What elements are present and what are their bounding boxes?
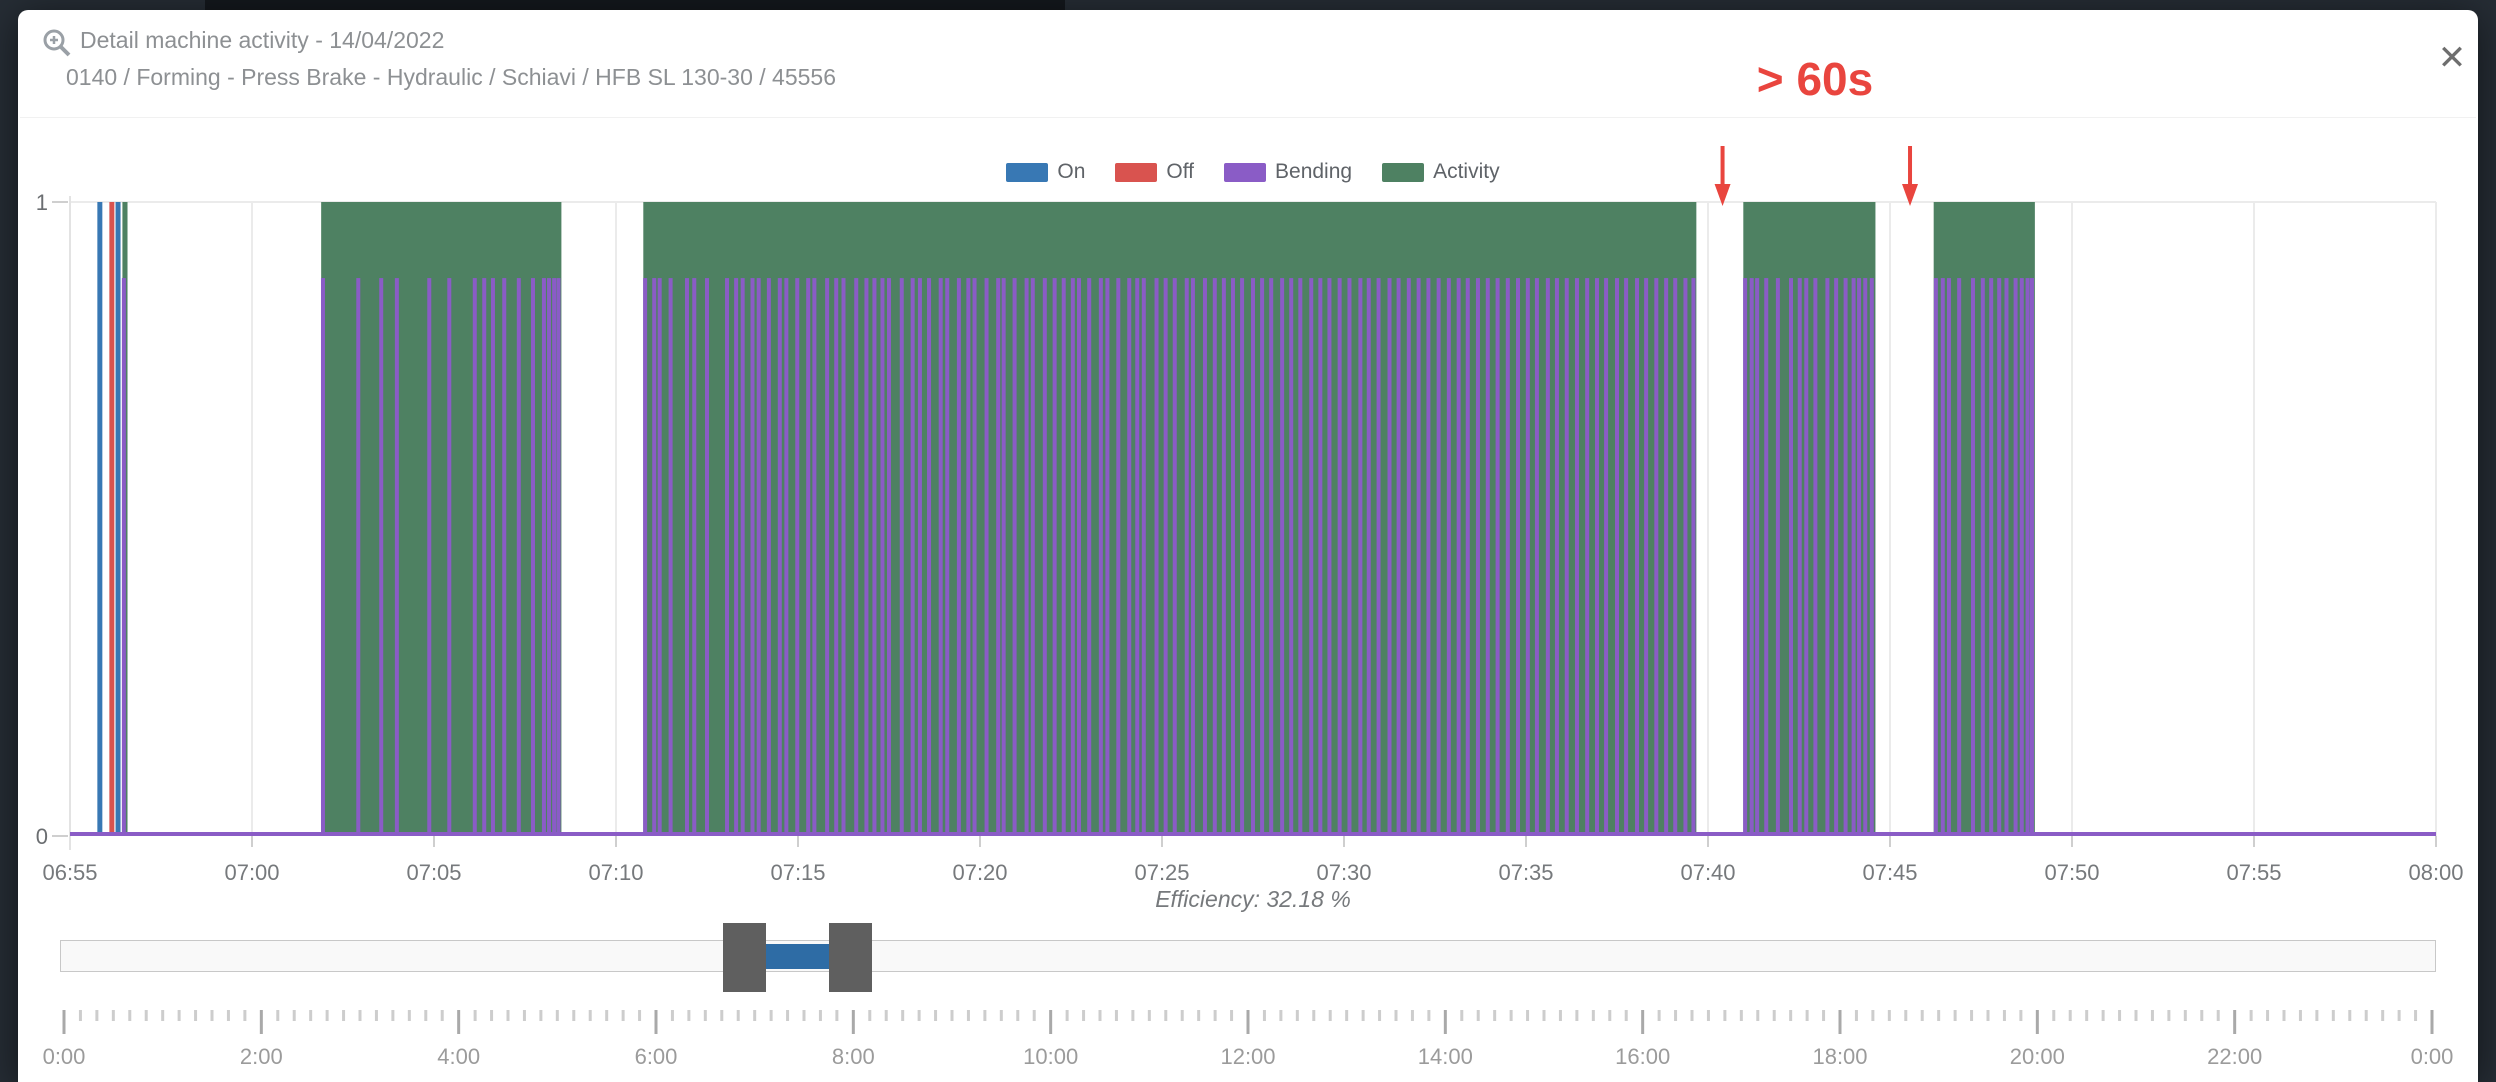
efficiency-label: Efficiency: 32.18 %: [1155, 886, 1351, 912]
legend-item-activity[interactable]: Activity: [1382, 160, 1500, 184]
ruler-label: 4:00: [437, 1044, 480, 1069]
legend-label-activity: Activity: [1433, 160, 1500, 183]
legend-label-on: On: [1057, 160, 1086, 183]
time-range-slider-track[interactable]: [60, 940, 2436, 972]
close-button[interactable]: ✕: [2437, 39, 2467, 77]
ruler-label: 2:00: [240, 1044, 283, 1069]
slider-handle-right[interactable]: [829, 923, 872, 992]
ruler-label: 18:00: [1812, 1044, 1867, 1069]
ruler-label: 0:00: [43, 1044, 86, 1069]
legend-label-bending: Bending: [1275, 160, 1353, 183]
legend-swatch-off: [1115, 162, 1158, 182]
ruler-label: 16:00: [1615, 1044, 1670, 1069]
ruler-label: 14:00: [1418, 1044, 1473, 1069]
legend-swatch-activity: [1382, 162, 1425, 182]
legend-item-on[interactable]: On: [1006, 160, 1085, 184]
machine-subtitle: 0140 / Forming - Press Brake - Hydraulic…: [66, 64, 836, 90]
day-timeline-ruler: 0:00 2:00 4:00 6:00 8:00 10:00 12:00 14:00 16:00…: [43, 1010, 2454, 1069]
legend-swatch-on: [1006, 162, 1049, 182]
ruler-label: 10:00: [1023, 1044, 1078, 1069]
ruler-label: 8:00: [832, 1044, 875, 1069]
legend-label-off: Off: [1166, 160, 1195, 183]
ruler-ticks: [62, 1010, 2434, 1034]
header-divider: [20, 117, 2476, 118]
legend-swatch-bending: [1224, 162, 1267, 182]
legend-item-bending[interactable]: Bending: [1224, 160, 1352, 184]
gap-annotation-label: > 60s: [1756, 53, 1874, 105]
zoom-in-icon: [43, 29, 71, 57]
slider-handle-left[interactable]: [723, 923, 766, 992]
legend-item-off[interactable]: Off: [1115, 160, 1194, 184]
ruler-label: 0:00: [2411, 1044, 2454, 1069]
page-title: Detail machine activity - 14/04/2022: [80, 27, 445, 53]
ruler-label: 22:00: [2207, 1044, 2262, 1069]
background-app-bar: [205, 0, 1065, 10]
ruler-label: 20:00: [2010, 1044, 2065, 1069]
time-range-slider-selection[interactable]: [766, 944, 829, 969]
ruler-label: 6:00: [635, 1044, 678, 1069]
ruler-label: 12:00: [1220, 1044, 1275, 1069]
chart-legend: On Off Bending Activity: [70, 160, 2436, 184]
